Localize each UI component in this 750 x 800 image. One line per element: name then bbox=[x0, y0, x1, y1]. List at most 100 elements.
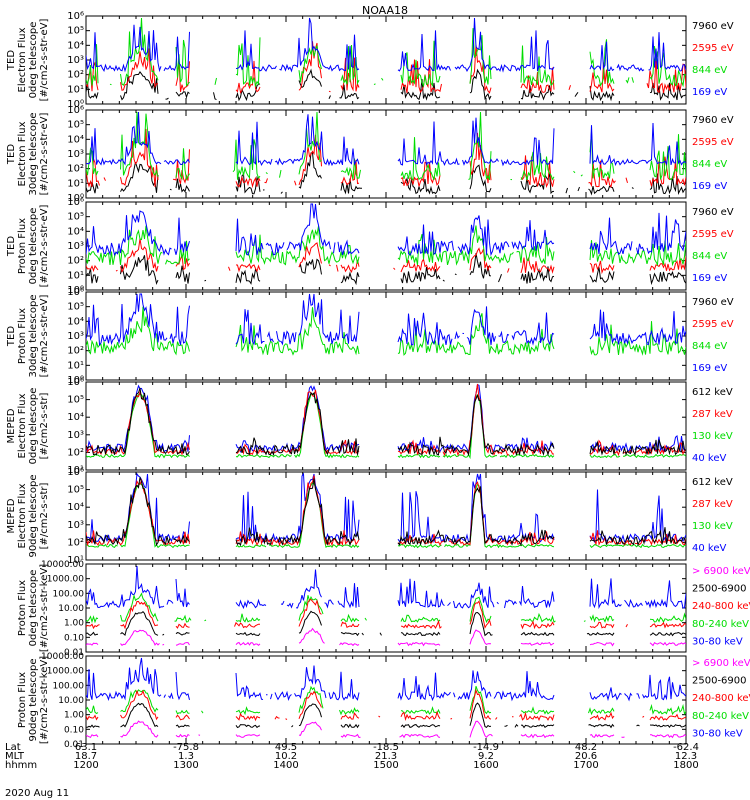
legend-entry: 80-240 keV bbox=[692, 619, 749, 630]
y-axis-label-line: 0deg telescope bbox=[28, 388, 39, 465]
x-tick-label: 1700 bbox=[573, 760, 598, 771]
y-tick-label: 10⁴ bbox=[67, 316, 84, 327]
y-tick-label: 10000.00 bbox=[41, 560, 84, 570]
legend-entry: 80-240 keV bbox=[692, 711, 749, 722]
x-row-label: MLT bbox=[5, 751, 25, 762]
legend-entry: 30-80 keV bbox=[692, 636, 743, 647]
y-tick-label: 10¹ bbox=[67, 178, 84, 189]
x-tick-label: 20.6 bbox=[575, 751, 597, 762]
series-line-blue bbox=[86, 472, 686, 544]
y-tick-label: 10² bbox=[67, 256, 84, 267]
x-tick-label: -62.4 bbox=[673, 742, 699, 753]
y-axis-label-line: Proton Flux bbox=[17, 672, 28, 728]
series-line-black bbox=[86, 702, 686, 729]
series-line-magenta bbox=[86, 720, 686, 739]
x-tick-label: 1300 bbox=[173, 760, 198, 771]
y-axis-label-line: TED bbox=[6, 50, 17, 71]
y-tick-label: 10⁵ bbox=[67, 395, 84, 406]
y-tick-label: 10³ bbox=[67, 331, 84, 342]
series-line-black bbox=[86, 477, 686, 547]
panel-meped-proton-0deg: 0.01 0.10 1.00 10.00 100.00 1000.00 10000.00 Pr… bbox=[17, 560, 750, 658]
y-axis-label-line: 30deg telescope bbox=[28, 112, 39, 195]
legend-entry: 30-80 keV bbox=[692, 728, 743, 739]
legend-entry: 612 keV bbox=[692, 477, 733, 488]
y-tick-label: 0.01 bbox=[64, 740, 84, 750]
y-tick-label: 1.00 bbox=[64, 711, 84, 721]
y-axis-label-line: Electron Flux bbox=[17, 121, 28, 186]
x-tick-label: 12.3 bbox=[675, 751, 697, 762]
y-tick-label: 100.00 bbox=[53, 589, 85, 599]
y-tick-label: 10⁶ bbox=[67, 11, 84, 22]
legend-entry: 2595 eV bbox=[692, 319, 734, 330]
series-line-green bbox=[86, 111, 686, 182]
panels-group: 10⁰ 10¹ 10² 10³ 10⁴ 10⁵ 10⁶ TED Electron Flux 0de… bbox=[6, 11, 750, 750]
series-line-blue bbox=[86, 565, 686, 610]
panel-traces bbox=[86, 565, 686, 647]
series-line-blue bbox=[86, 203, 686, 257]
y-tick-label: 10.00 bbox=[58, 696, 84, 706]
y-tick-label: 10⁴ bbox=[67, 40, 84, 51]
y-tick-label: 10⁵ bbox=[67, 26, 84, 37]
panel-frame bbox=[85, 655, 687, 745]
y-axis-label-line: [#/cm2-s-str-keV] bbox=[39, 656, 50, 744]
series-line-black bbox=[86, 253, 686, 286]
y-axis-label-line: [#/cm2-s-str-keV] bbox=[39, 564, 50, 652]
panel-meped-electron-90deg: 10¹ 10² 10³ 10⁴ 10⁵ 10⁶ MEPED Electron Flux 90de… bbox=[6, 467, 733, 566]
legend-entry: 612 keV bbox=[692, 387, 733, 398]
x-tick-label: 1500 bbox=[373, 760, 398, 771]
y-axis-label-line: 0deg telescope bbox=[28, 570, 39, 647]
y-tick-label: 10⁰ bbox=[67, 375, 84, 386]
y-tick-label: 10.00 bbox=[58, 604, 84, 614]
y-axis-label-line: Proton Flux bbox=[17, 308, 28, 364]
panel-traces bbox=[86, 111, 686, 196]
x-tick-label: -75.8 bbox=[173, 742, 199, 753]
y-tick-label: 10⁴ bbox=[67, 412, 84, 423]
series-line-blue bbox=[86, 383, 686, 454]
panel-traces bbox=[86, 293, 686, 356]
y-axis-label-line: [#/cm2-s-str-eV] bbox=[39, 295, 50, 378]
x-tick-label: 9.2 bbox=[478, 751, 494, 762]
panel-frame bbox=[85, 471, 687, 561]
legend-entry: > 6900 keV bbox=[692, 658, 750, 669]
legend-entry: 7960 eV bbox=[692, 115, 734, 126]
series-line-green bbox=[86, 225, 686, 267]
y-axis-label-line: MEPED bbox=[6, 498, 17, 533]
x-tick-label: 10.2 bbox=[275, 751, 297, 762]
legend-entry: 240-800 keV bbox=[692, 601, 750, 612]
y-tick-label: 10³ bbox=[67, 241, 84, 252]
y-tick-label: 10² bbox=[67, 447, 84, 458]
y-axis-label-line: [#/cm2-s-str] bbox=[39, 392, 50, 459]
panel-meped-electron-0deg: 10¹ 10² 10³ 10⁴ 10⁵ 10⁶ MEPED Electron Flux 0deg… bbox=[6, 377, 733, 476]
series-line-black bbox=[86, 68, 686, 102]
series-line-black bbox=[86, 387, 686, 457]
y-tick-label: 10000.00 bbox=[41, 652, 84, 662]
series-line-green bbox=[86, 685, 686, 716]
legend-entry: 2595 eV bbox=[692, 137, 734, 148]
y-tick-label: 10⁶ bbox=[67, 197, 84, 208]
series-line-red bbox=[86, 598, 686, 630]
date-label: 2020 Aug 11 bbox=[5, 788, 69, 799]
panel-traces bbox=[86, 203, 686, 286]
y-tick-label: 10³ bbox=[67, 430, 84, 441]
x-tick-label: 1400 bbox=[273, 760, 298, 771]
y-axis-label-line: TED bbox=[6, 326, 17, 347]
panel-ted-proton-30deg: 10⁰ 10¹ 10² 10³ 10⁴ 10⁵ 10⁶ TED Proton Flux 30deg… bbox=[6, 287, 734, 386]
y-tick-label: 10⁵ bbox=[67, 212, 84, 223]
series-line-black bbox=[86, 610, 686, 637]
y-tick-label: 1000.00 bbox=[47, 575, 84, 585]
y-tick-label: 10⁴ bbox=[67, 134, 84, 145]
legend-entry: 130 keV bbox=[692, 431, 733, 442]
y-tick-label: 10⁰ bbox=[67, 99, 84, 110]
y-tick-label: 10³ bbox=[67, 149, 84, 160]
y-tick-label: 10⁵ bbox=[67, 120, 84, 131]
panel-ted-electron-0deg: 10⁰ 10¹ 10² 10³ 10⁴ 10⁵ 10⁶ TED Electron Flux 0de… bbox=[6, 11, 734, 110]
x-tick-label: 1.3 bbox=[178, 751, 194, 762]
y-tick-label: 10² bbox=[67, 70, 84, 81]
y-tick-label: 10⁶ bbox=[67, 287, 84, 298]
y-axis-label-line: MEPED bbox=[6, 408, 17, 443]
x-tick-label: -18.5 bbox=[373, 742, 399, 753]
x-tick-label: 1600 bbox=[473, 760, 498, 771]
series-line-green bbox=[86, 17, 686, 88]
y-axis-label-line: 30deg telescope bbox=[28, 294, 39, 377]
series-line-green bbox=[86, 482, 686, 549]
